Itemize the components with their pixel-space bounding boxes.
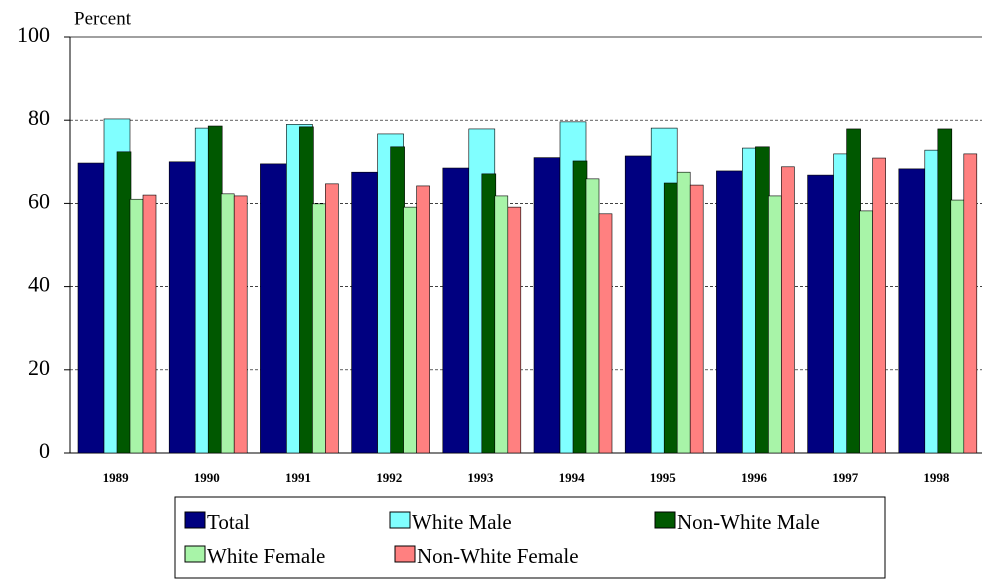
- bar: [351, 171, 378, 454]
- bar: [663, 182, 679, 454]
- bar: [116, 151, 132, 454]
- x-tick-label: 1992: [376, 470, 402, 485]
- bar: [481, 173, 497, 454]
- x-tick-label: 1993: [467, 470, 494, 485]
- y-tick-label: 60: [28, 188, 50, 213]
- bar: [390, 146, 405, 454]
- y-tick-label: 20: [28, 355, 50, 380]
- y-tick-label: 0: [39, 438, 50, 463]
- bar: [716, 170, 743, 454]
- bar: [872, 157, 886, 454]
- bar: [403, 206, 417, 454]
- bar: [585, 178, 600, 454]
- bar: [676, 171, 691, 454]
- legend-swatch: [184, 511, 206, 529]
- x-tick-label: 1989: [103, 470, 130, 485]
- y-tick-label: 80: [28, 105, 50, 130]
- x-tick-label: 1998: [923, 470, 950, 485]
- bar: [207, 125, 223, 454]
- x-tick-label: 1995: [650, 470, 677, 485]
- bar: [572, 160, 588, 454]
- bar: [260, 163, 287, 454]
- bar: [233, 195, 248, 454]
- x-tick-label: 1990: [194, 470, 220, 485]
- bar: [442, 167, 470, 454]
- y-axis-label: Percent: [74, 8, 132, 29]
- bar: [755, 146, 770, 454]
- bar: [220, 193, 235, 454]
- x-tick-label: 1996: [741, 470, 768, 485]
- legend-label: Non-White Female: [417, 544, 579, 568]
- y-tick-label: 100: [17, 22, 50, 47]
- bar: [507, 206, 522, 454]
- x-tick-label: 1997: [832, 470, 859, 485]
- bar: [494, 195, 509, 454]
- bar: [416, 185, 430, 454]
- y-tick-label: 40: [28, 272, 50, 297]
- bar: [963, 153, 978, 454]
- bar: [624, 155, 652, 454]
- bar: [168, 161, 196, 454]
- legend-swatch: [654, 511, 676, 529]
- legend-swatch: [389, 511, 411, 529]
- legend-swatch: [394, 545, 416, 563]
- bar: [533, 157, 561, 454]
- bar: [312, 203, 326, 454]
- bar: [325, 183, 339, 454]
- bar: [898, 168, 926, 454]
- legend-box: [174, 496, 886, 579]
- legend-label: White Female: [207, 544, 325, 568]
- bar: [598, 213, 613, 454]
- bar: [950, 199, 965, 454]
- x-tick-label: 1994: [559, 470, 586, 485]
- x-tick-label: 1991: [285, 470, 311, 485]
- bar: [937, 128, 953, 454]
- legend-label: Non-White Male: [677, 510, 820, 534]
- legend-swatch: [184, 545, 206, 563]
- bar: [781, 166, 795, 454]
- bar: [129, 198, 144, 454]
- bar: [77, 162, 105, 454]
- bar: [846, 128, 861, 454]
- bar: [807, 174, 834, 454]
- legend-label: White Male: [412, 510, 512, 534]
- bar: [689, 184, 704, 454]
- bar: [299, 126, 314, 454]
- bar: [859, 210, 873, 454]
- bar: [142, 194, 157, 454]
- bar: [768, 195, 782, 454]
- legend-label: Total: [207, 510, 250, 534]
